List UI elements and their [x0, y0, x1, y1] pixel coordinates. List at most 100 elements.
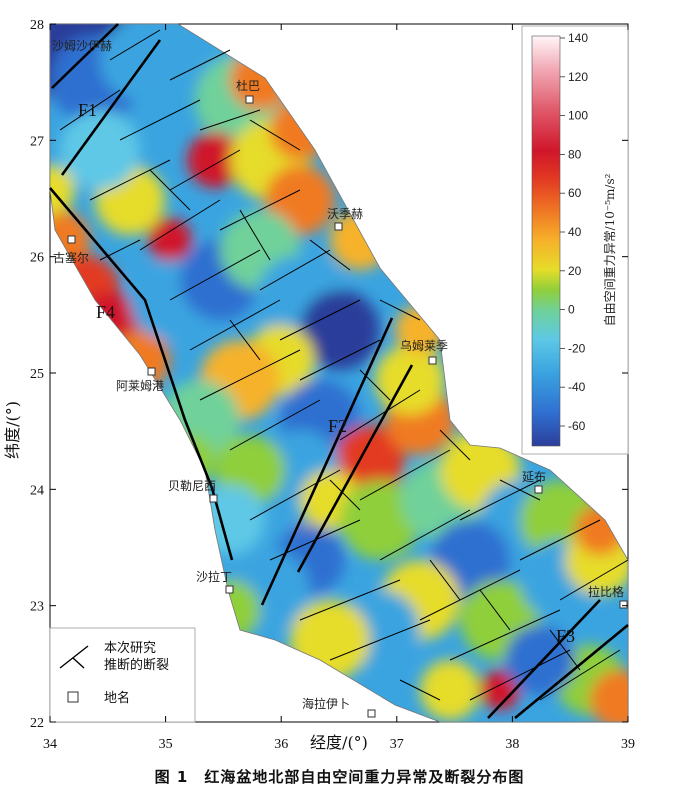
place-name-yanbu: 延布 [522, 470, 546, 484]
fault-segment [339, 389, 421, 441]
fault-segment [449, 609, 561, 661]
legend-place-symbol [67, 691, 79, 703]
fault-label-f3: F3 [556, 626, 575, 646]
place-name-shalatin: 沙拉丁 [196, 569, 232, 584]
y-tick-label: 27 [30, 134, 44, 149]
fault-segment [169, 49, 231, 81]
place-marker-quseir [67, 235, 76, 244]
fault-segment [469, 649, 571, 701]
legend: 本次研究 推断的断裂 地名 [49, 627, 196, 723]
fault-segment [419, 569, 521, 621]
fault-segment [299, 339, 381, 381]
anomaly-blob [590, 670, 628, 722]
y-tick-label: 28 [30, 18, 44, 33]
fault-f1 [51, 23, 119, 89]
anomaly-blob [187, 132, 243, 188]
anomaly-blob [148, 218, 192, 262]
fault-f3 [487, 599, 601, 719]
fault-segment [239, 209, 271, 261]
major-faults [49, 23, 629, 720]
anomaly-blob [420, 660, 480, 720]
colorbar-tick-label: 40 [568, 225, 582, 239]
fault-segment [229, 399, 321, 451]
x-tick-label: 39 [621, 737, 635, 752]
place-name-rabigh: 拉比格 [588, 584, 624, 599]
colorbar-tick-label: 20 [568, 264, 582, 278]
colorbar-tick-label: 0 [568, 303, 575, 317]
fault-f2-b [296, 364, 414, 573]
fault-f2 [260, 317, 394, 606]
colorbar-tick-label: -60 [568, 419, 586, 433]
fault-segment [199, 349, 301, 401]
fault-segment [219, 189, 301, 231]
anomaly-blob [335, 425, 405, 495]
place-marker-duba [245, 95, 254, 104]
fault-segment [379, 299, 421, 321]
legend-fault-label-2: 推断的断裂 [104, 657, 169, 673]
fault-segment [329, 479, 361, 511]
place-markers [67, 95, 628, 718]
colorbar: 140 120 100 80 60 40 20 0 -20 -40 -60 自由空间重力异常/10⁻… [521, 25, 629, 455]
fault-f4 [49, 187, 234, 561]
y-tick-label: 22 [30, 716, 44, 731]
anomaly-blob [505, 625, 575, 695]
place-name-alam: 阿莱姆港 [116, 379, 164, 393]
x-axis-ticks: 34 35 36 37 38 39 [43, 24, 635, 752]
x-tick-label: 35 [159, 737, 173, 752]
fault-segment [89, 159, 171, 201]
fault-f3-b [514, 623, 629, 720]
place-name-quseir: 古塞尔 [53, 250, 89, 265]
y-tick-label: 24 [30, 483, 44, 498]
y-axis-label: 纬度/(°) [3, 401, 22, 459]
x-tick-label: 36 [274, 737, 288, 752]
colorbar-tick-label: 120 [568, 70, 588, 84]
fault-segment [499, 479, 541, 501]
legend-fault-label-1: 本次研究 [104, 640, 156, 656]
x-tick-label: 38 [505, 737, 519, 752]
fault-segment [59, 89, 121, 131]
fault-segment [559, 559, 629, 601]
legend-box [49, 627, 196, 723]
fault-f1-b [60, 39, 162, 176]
anomaly-blob [375, 345, 445, 415]
fault-segment [259, 249, 331, 291]
fault-segment [309, 239, 351, 271]
fault-segment [539, 649, 621, 701]
place-marker-berenice [209, 494, 218, 503]
fault-segment [109, 29, 161, 61]
figure-caption: 图 1 红海盆地北部自由空间重力异常及断裂分布图 [154, 768, 525, 786]
x-axis-label: 经度/(°) [310, 733, 368, 752]
place-marker-alam [147, 367, 156, 376]
fault-segment [459, 479, 541, 521]
colorbar-tick-label: 80 [568, 147, 582, 161]
place-marker-rabigh [619, 600, 628, 609]
colorbar-unit: 自由空间重力异常/10⁻⁵m/s² [603, 173, 617, 326]
fault-segment [249, 469, 341, 521]
fault-segment [329, 619, 431, 661]
fault-label-f4: F4 [96, 302, 115, 322]
x-tick-label: 37 [390, 737, 404, 752]
fault-segment [429, 559, 461, 601]
fault-segment [399, 679, 441, 701]
place-name-halaib: 海拉伊卜 [302, 696, 350, 711]
colorbar-tick-label: -20 [568, 341, 586, 355]
fault-segment [189, 299, 281, 351]
place-marker-shalatin [225, 585, 234, 594]
place-name-duba: 杜巴 [236, 78, 260, 93]
place-name-safaga: 沙姆沙伊赫 [52, 39, 112, 53]
anomaly-blob [60, 110, 140, 190]
fault-segment [169, 249, 261, 301]
colorbar-ticks: 140 120 100 80 60 40 20 0 -20 -40 -60 [560, 31, 588, 433]
fault-lines [59, 29, 629, 701]
fault-segment [279, 299, 361, 341]
fault-label-f1: F1 [78, 100, 97, 120]
colorbar-tick-label: 100 [568, 109, 588, 123]
place-marker-yanbu [534, 485, 543, 494]
place-marker-wajh [334, 222, 343, 231]
legend-place-label: 地名 [104, 690, 130, 706]
fault-segment [299, 579, 401, 621]
fault-segment [549, 629, 581, 671]
fault-segment [379, 509, 471, 561]
gravity-anomaly-map: F1 F2 F3 F4 沙姆沙伊赫 杜巴 沃季赫 古塞尔 乌姆莱季 阿莱姆港 贝… [3, 18, 635, 752]
fault-segment [229, 319, 261, 361]
